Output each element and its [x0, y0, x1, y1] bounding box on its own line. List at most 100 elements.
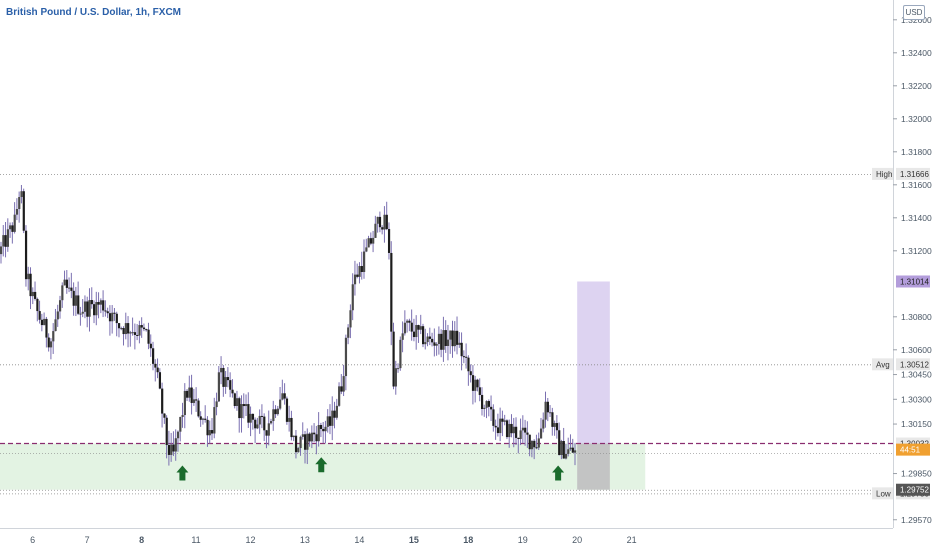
- candle-body: [36, 298, 39, 312]
- candle-body: [183, 390, 186, 416]
- y-tick-label: 1.30450: [901, 370, 932, 380]
- candle-body: [249, 413, 252, 423]
- candle-body: [213, 407, 216, 434]
- candle-body: [122, 328, 125, 335]
- y-tick-label: 1.29570: [901, 515, 932, 525]
- candle-body: [217, 372, 221, 402]
- level-name-low: Low: [876, 489, 891, 498]
- candle-body: [549, 412, 552, 414]
- candle-body: [478, 387, 481, 395]
- candle-body: [304, 434, 307, 450]
- candle-body: [462, 356, 466, 358]
- candle-body: [145, 329, 148, 331]
- price-tag-3-bg: [896, 483, 930, 496]
- candle-body: [562, 440, 565, 459]
- candle-body: [458, 342, 461, 345]
- candle-body: [276, 408, 279, 415]
- candle-body: [403, 322, 407, 334]
- candle-body: [149, 343, 152, 349]
- y-tick-label: 1.31800: [901, 147, 932, 157]
- candle-body: [533, 440, 536, 448]
- candle-body: [369, 238, 373, 244]
- candle-body: [254, 419, 257, 429]
- candle-body: [530, 440, 534, 450]
- candle-body: [29, 273, 32, 297]
- candle-body: [496, 427, 500, 434]
- price-tag-3: 1.29752: [900, 486, 929, 495]
- candle-body: [351, 284, 354, 311]
- y-tick-label: 1.32000: [901, 114, 932, 124]
- candle-body: [397, 368, 400, 370]
- candle-body: [435, 344, 438, 346]
- candle-body: [281, 393, 284, 400]
- candle-body: [451, 330, 454, 347]
- x-tick-label: 21: [627, 535, 637, 545]
- candle-body: [174, 438, 177, 452]
- level-name-high: High: [876, 170, 892, 179]
- candle-body: [70, 287, 73, 291]
- candle-body: [338, 386, 341, 406]
- x-tick-label: 14: [354, 535, 364, 545]
- candle-body: [412, 331, 416, 338]
- candle-body: [20, 191, 23, 198]
- candle-body: [508, 423, 511, 438]
- candle-body: [104, 310, 107, 312]
- candle-body: [467, 357, 470, 372]
- candle-body: [392, 331, 395, 387]
- candle-body: [485, 401, 488, 408]
- candle-body: [465, 356, 468, 358]
- candle-body: [111, 312, 114, 322]
- candle-body: [564, 453, 568, 459]
- candle-body: [142, 327, 146, 330]
- candle-body: [376, 216, 379, 224]
- y-tick-label: 1.30300: [901, 394, 932, 404]
- candle-body: [390, 252, 393, 332]
- candle-body: [342, 376, 345, 392]
- candle-body: [517, 437, 520, 439]
- candle-body: [524, 427, 527, 433]
- level-name-bg: [872, 358, 893, 371]
- candle-body: [299, 436, 302, 449]
- candle-body: [152, 348, 155, 364]
- candle-body: [124, 323, 127, 335]
- candle-body: [569, 447, 572, 450]
- y-tick-label: 1.31200: [901, 246, 932, 256]
- candle-body: [199, 416, 202, 420]
- candle-body: [410, 322, 413, 332]
- candle-body: [521, 427, 525, 431]
- candle-body: [415, 325, 418, 338]
- candle-body: [49, 341, 53, 348]
- candle-body: [492, 409, 495, 426]
- candle-body: [292, 435, 295, 438]
- candle-body: [167, 445, 171, 455]
- candle-body: [247, 404, 250, 423]
- candle-body: [163, 413, 166, 418]
- candle-body: [269, 421, 273, 424]
- currency-button[interactable]: USD: [903, 5, 925, 20]
- candle-body: [385, 214, 388, 230]
- candle-body: [2, 235, 5, 247]
- candle-body: [313, 432, 316, 435]
- candle-body: [437, 333, 441, 345]
- candle-body: [539, 428, 543, 439]
- up-arrow-icon: [552, 465, 565, 481]
- x-tick-label: 8: [139, 535, 144, 545]
- candle-body: [381, 227, 384, 230]
- candle-body: [40, 319, 44, 326]
- candle-body: [172, 444, 175, 452]
- target-zone: [577, 281, 610, 444]
- candle-body: [288, 417, 291, 422]
- candle-body: [283, 393, 286, 399]
- candle-body: [494, 425, 497, 428]
- candle-body: [378, 216, 382, 228]
- candle-body: [34, 291, 37, 299]
- candle-body: [526, 432, 529, 435]
- candle-body: [197, 400, 200, 417]
- candle-body: [131, 332, 134, 334]
- candle-body: [147, 329, 150, 344]
- level-value-avg: 1.30512: [900, 360, 929, 369]
- candle-body: [127, 323, 130, 334]
- y-tick-label: 1.30150: [901, 419, 932, 429]
- candle-body: [133, 332, 137, 335]
